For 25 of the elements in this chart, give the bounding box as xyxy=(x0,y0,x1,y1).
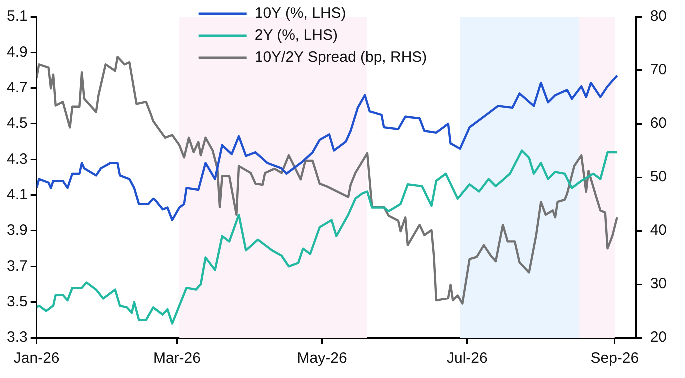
y-tick-label: 4.7 xyxy=(6,79,28,96)
x-tick-label: Sep-26 xyxy=(590,350,640,368)
y-tick-label: 5.1 xyxy=(6,8,28,26)
y-tick-label: 3.3 xyxy=(6,329,28,346)
legend-label: 2Y (%, LHS) xyxy=(254,27,338,44)
legend-label: 10Y/2Y Spread (bp, RHS) xyxy=(254,49,428,66)
y2-tick-label: 30 xyxy=(650,276,668,293)
y-tick-label: 3.9 xyxy=(6,222,28,240)
y2-tick-label: 70 xyxy=(650,62,668,79)
y2-tick-label: 50 xyxy=(650,168,668,186)
y2-tick-label: 80 xyxy=(650,8,668,26)
y-tick-label: 4.3 xyxy=(6,150,28,168)
x-tick-label: May-26 xyxy=(297,350,348,368)
y-tick-label: 4.9 xyxy=(6,44,28,61)
y2-tick-label: 40 xyxy=(650,222,668,240)
x-tick-label: Jan-26 xyxy=(14,350,60,368)
legend-label: 10Y (%, LHS) xyxy=(254,5,346,22)
x-tick-label: Mar-26 xyxy=(153,350,201,368)
y2-tick-label: 20 xyxy=(650,329,668,346)
y-tick-label: 4.5 xyxy=(6,115,28,132)
y-tick-label: 4.1 xyxy=(6,186,28,204)
y-tick-label: 3.5 xyxy=(6,293,28,310)
x-tick-label: Jul-26 xyxy=(446,350,488,368)
y-tick-label: 3.7 xyxy=(6,258,28,275)
y2-tick-label: 60 xyxy=(650,115,668,132)
